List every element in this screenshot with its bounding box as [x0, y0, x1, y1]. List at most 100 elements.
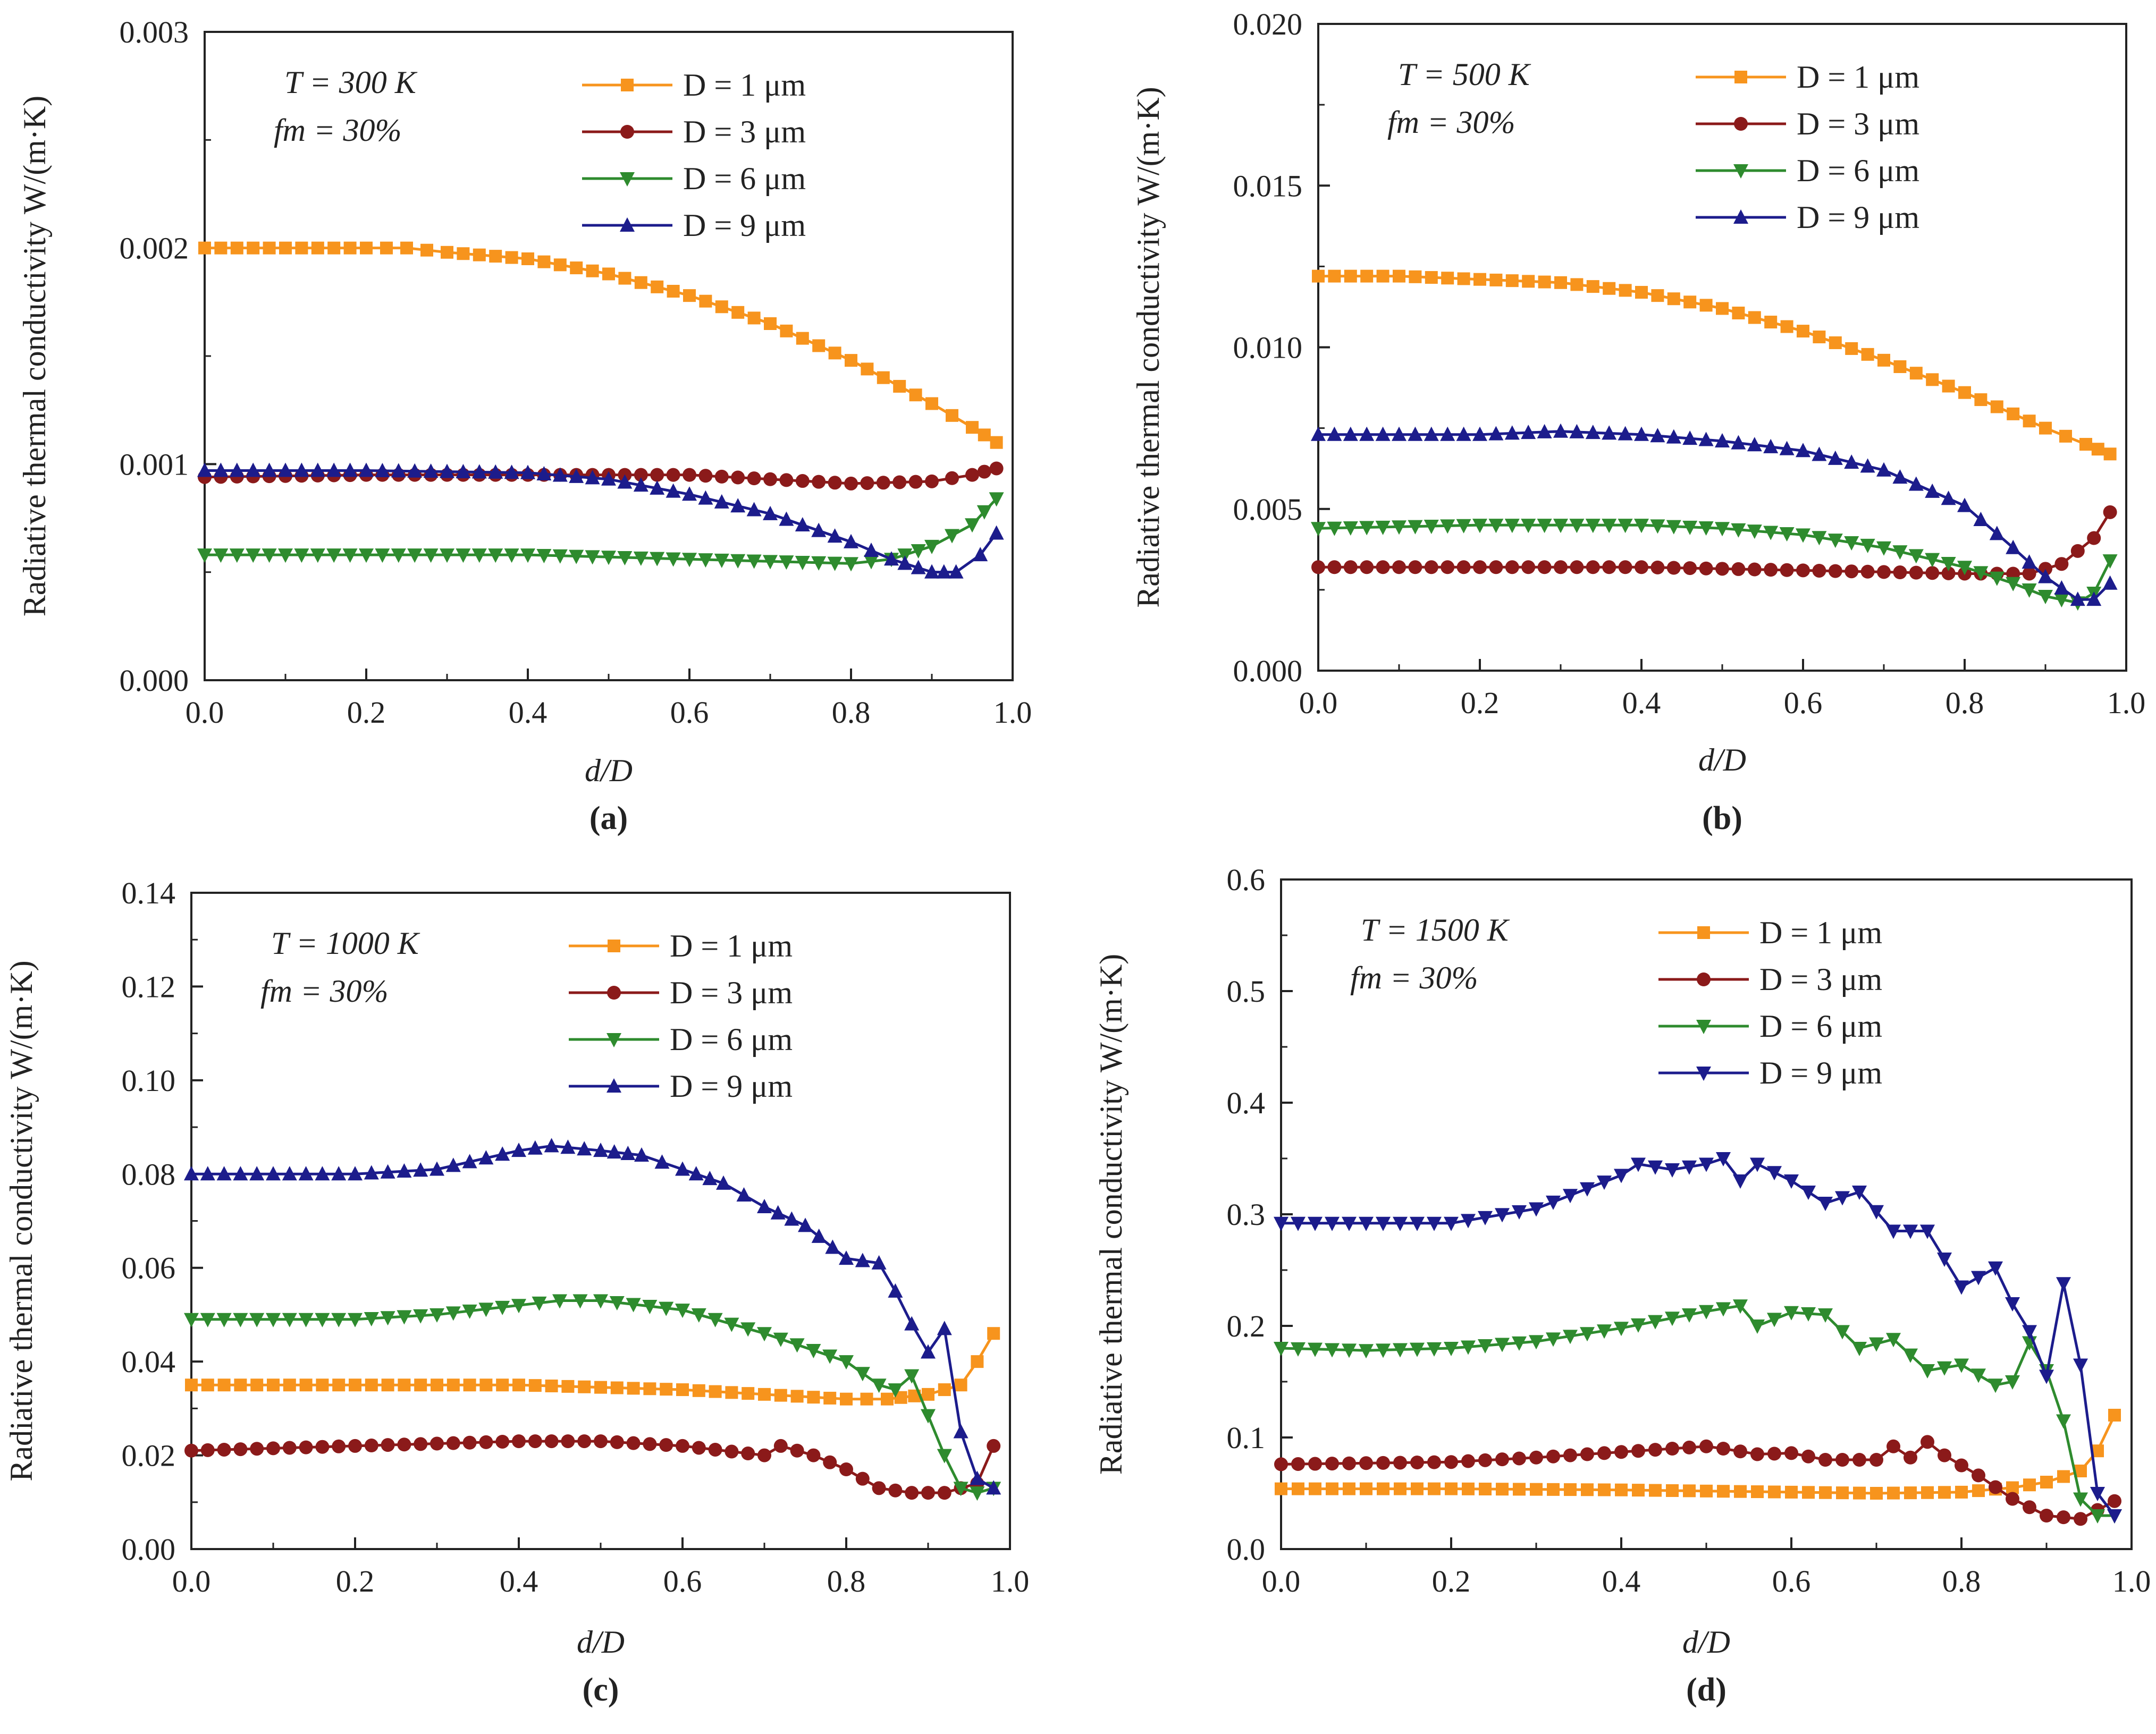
data-point	[397, 1310, 412, 1325]
panel-d: 0.0 0.2 0.4 0.6 0.8 1.0 0.0 0.1 0.2 0.3 0.4 0.5 0.6 d…	[1093, 862, 2151, 1708]
data-point	[1699, 1157, 1714, 1172]
data-point	[1375, 426, 1391, 441]
data-point	[445, 1157, 461, 1172]
series-markers-3	[197, 492, 1004, 572]
data-point	[1537, 560, 1552, 574]
data-point	[861, 362, 874, 376]
data-point	[1733, 1174, 1748, 1189]
data-point	[1344, 269, 1357, 283]
x-tick-label: 0.8	[1942, 1564, 1981, 1598]
data-point	[1441, 272, 1454, 285]
data-point	[1925, 483, 1940, 498]
data-point	[1563, 1448, 1577, 1462]
data-point	[1682, 1160, 1697, 1175]
y-tick-label: 0.4	[1227, 1086, 1266, 1120]
x-tick-label: 1.0	[2112, 1564, 2151, 1598]
data-point	[266, 1313, 281, 1327]
data-point	[184, 1166, 199, 1181]
data-point	[2103, 505, 2117, 519]
data-point	[1553, 423, 1568, 438]
data-point	[1784, 1306, 1799, 1321]
legend-marker	[1734, 71, 1747, 83]
data-point	[1818, 1308, 1833, 1323]
data-point	[692, 1441, 706, 1455]
data-point	[1489, 560, 1503, 574]
data-point	[973, 547, 988, 562]
data-point	[1784, 1446, 1798, 1460]
panel-label: (b)	[1702, 800, 1742, 836]
data-point	[1909, 367, 1923, 380]
legend-label: D = 6 μm	[670, 1022, 793, 1057]
data-point	[953, 1424, 968, 1439]
data-point	[512, 1378, 525, 1392]
data-point	[1682, 430, 1698, 445]
data-point	[812, 339, 826, 352]
data-point	[1801, 1449, 1815, 1464]
data-point	[1973, 512, 1989, 527]
data-point	[200, 1313, 215, 1327]
data-point	[364, 1439, 378, 1453]
data-point	[1546, 1195, 1561, 1210]
data-point	[440, 548, 454, 563]
data-point	[736, 1187, 752, 1202]
data-point	[1747, 562, 1762, 577]
data-point	[1425, 271, 1438, 284]
data-point	[1634, 519, 1649, 534]
data-point	[1733, 1444, 1747, 1459]
data-point	[298, 1166, 314, 1181]
data-point	[970, 1470, 985, 1485]
data-point	[283, 1378, 296, 1392]
data-point	[1904, 1486, 1917, 1500]
data-point	[683, 289, 696, 302]
fraction-label: fm = 30%	[1350, 960, 1478, 995]
data-point	[553, 258, 567, 272]
data-point	[184, 1443, 198, 1458]
data-point	[1971, 1368, 1986, 1383]
data-point	[1699, 1305, 1714, 1319]
data-point	[262, 462, 277, 477]
data-point	[871, 1255, 887, 1270]
data-point	[1521, 560, 1536, 574]
data-point	[423, 463, 439, 478]
data-point	[1750, 1319, 1765, 1334]
data-point	[1461, 1340, 1476, 1355]
x-tick-label: 0.8	[827, 1564, 866, 1598]
data-point	[262, 548, 277, 563]
data-point	[1818, 1453, 1832, 1467]
y-tick-label: 0.14	[122, 876, 176, 910]
data-point	[1312, 269, 1325, 283]
data-point	[2073, 1358, 2088, 1373]
data-point	[1444, 1216, 1459, 1231]
data-point	[1716, 1152, 1731, 1166]
data-point	[741, 1447, 755, 1461]
data-point	[2054, 580, 2069, 595]
legend-label: D = 3 μm	[670, 975, 793, 1010]
data-point	[375, 462, 390, 477]
legend-marker	[620, 217, 635, 232]
panel-label: (a)	[589, 800, 628, 836]
series-line-1	[1318, 275, 2111, 455]
data-point	[909, 388, 922, 402]
data-point	[1512, 1336, 1527, 1351]
data-point	[429, 1308, 444, 1323]
data-point	[1954, 1280, 1969, 1295]
data-point	[2056, 1414, 2071, 1429]
data-point	[1920, 1364, 1935, 1378]
data-point	[1411, 1482, 1424, 1495]
data-point	[1473, 560, 1487, 574]
data-point	[1473, 273, 1486, 286]
data-point	[725, 1386, 738, 1399]
data-point	[1410, 1456, 1424, 1470]
series-markers-4	[197, 462, 1004, 579]
data-point	[945, 471, 959, 485]
data-point	[360, 241, 373, 255]
data-point	[1308, 1216, 1323, 1231]
temperature-label: T = 1000 K	[271, 926, 420, 961]
data-point	[1359, 1456, 1373, 1470]
data-point	[1974, 393, 1987, 407]
data-point	[1835, 1325, 1850, 1340]
data-point	[1393, 1216, 1408, 1231]
data-point	[1779, 441, 1795, 455]
legend-label: D = 9 μm	[683, 208, 806, 243]
data-point	[445, 1306, 461, 1321]
